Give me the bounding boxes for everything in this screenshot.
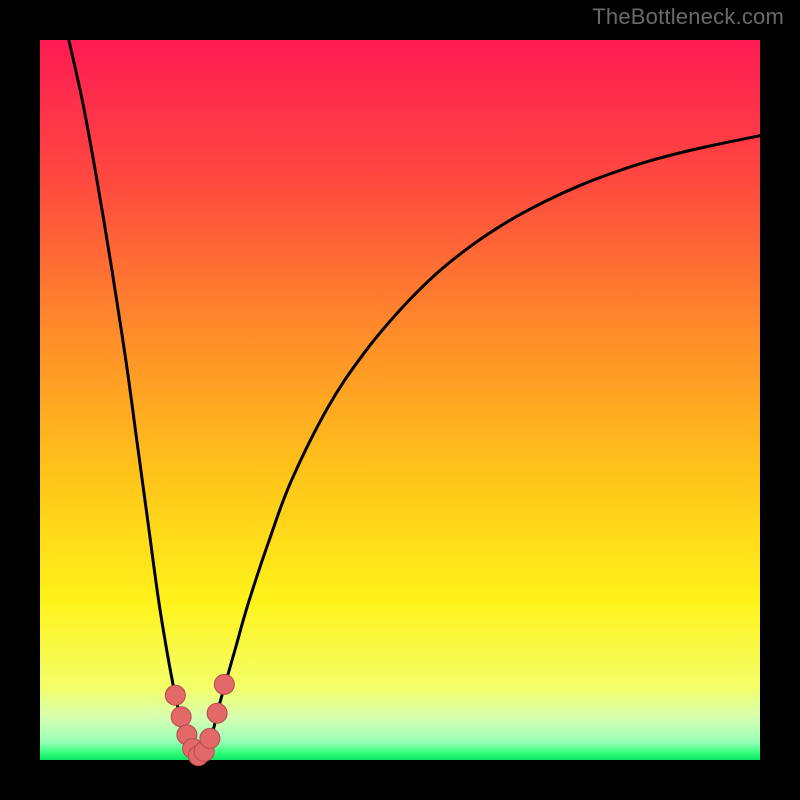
valley-marker [207,703,227,723]
valley-marker [171,707,191,727]
chart-svg [0,0,800,800]
valley-marker [214,674,234,694]
chart-root: TheBottleneck.com [0,0,800,800]
valley-marker [200,728,220,748]
watermark-text: TheBottleneck.com [592,4,784,30]
valley-marker [165,685,185,705]
